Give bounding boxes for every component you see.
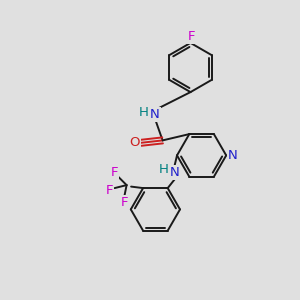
Text: F: F [106,184,113,197]
Text: O: O [129,136,140,149]
Text: N: N [150,108,160,121]
Text: H: H [159,163,169,176]
Text: F: F [120,196,128,209]
Text: N: N [170,166,179,179]
Text: H: H [139,106,149,119]
Text: F: F [110,166,118,179]
Text: F: F [187,30,195,43]
Text: N: N [228,149,238,162]
